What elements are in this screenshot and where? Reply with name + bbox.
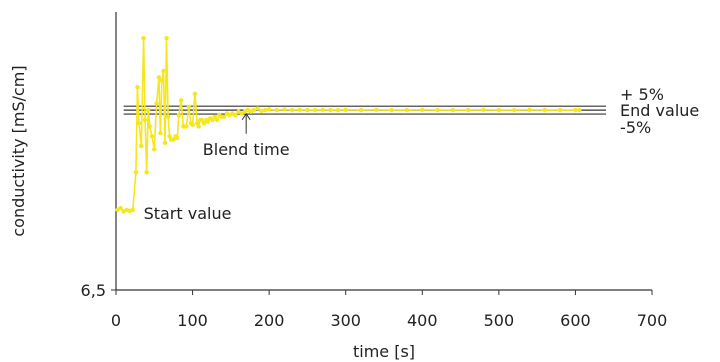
data-point <box>297 107 302 112</box>
data-point <box>210 117 215 123</box>
data-point <box>178 98 184 103</box>
data-point <box>199 117 204 123</box>
data-point <box>133 170 139 175</box>
data-point <box>557 107 563 113</box>
data-point <box>420 107 425 112</box>
data-point <box>374 107 379 112</box>
data-point <box>147 124 152 129</box>
data-point <box>167 134 172 139</box>
start-value-label: Start value <box>144 204 232 223</box>
data-point <box>343 107 348 112</box>
data-point <box>481 107 486 112</box>
data-point <box>358 107 364 113</box>
data-point <box>404 107 410 113</box>
axes: 0 100 200 300 400 500 600 700 6,5 <box>81 12 668 330</box>
data-point <box>184 124 189 129</box>
data-point <box>135 85 140 90</box>
data-point <box>154 101 159 106</box>
x-tick-label: 400 <box>407 311 438 330</box>
data-point <box>335 107 341 113</box>
y-tick-label: 6,5 <box>81 281 106 300</box>
data-point <box>201 121 207 126</box>
data-point <box>221 114 227 119</box>
x-tick-label: 300 <box>330 311 361 330</box>
data-point <box>214 117 220 123</box>
reference-line-label: + 5% <box>620 85 664 104</box>
data-point <box>145 107 151 113</box>
data-point <box>186 104 191 110</box>
data-point <box>466 107 471 113</box>
data-point <box>450 107 456 113</box>
x-axis-title: time [s] <box>353 342 415 361</box>
data-point <box>435 107 440 113</box>
y-axis-title: conductivity [mS/cm] <box>9 65 28 236</box>
data-point <box>573 107 578 113</box>
data-point <box>164 35 169 41</box>
x-tick-label: 700 <box>637 311 668 330</box>
data-point <box>282 107 287 112</box>
series-layer <box>115 35 582 214</box>
data-point <box>212 114 217 119</box>
annotations: Start value Blend time <box>144 112 290 223</box>
data-point <box>118 206 123 211</box>
reference-lines: + 5%End value-5% <box>123 85 699 137</box>
data-point <box>542 107 547 113</box>
data-point <box>158 130 163 136</box>
data-point <box>149 134 155 139</box>
data-point <box>328 107 333 113</box>
data-point <box>144 170 149 175</box>
data-point <box>289 107 295 113</box>
data-point <box>259 108 264 113</box>
x-tick-label: 600 <box>560 311 591 330</box>
data-point <box>190 122 195 128</box>
data-point <box>175 135 180 141</box>
data-point <box>159 78 165 83</box>
data-point <box>266 107 272 112</box>
data-point <box>527 107 532 112</box>
data-point <box>161 68 166 74</box>
data-point <box>136 121 142 126</box>
x-tick-label: 200 <box>254 311 285 330</box>
x-tick-label: 100 <box>177 311 208 330</box>
data-point <box>142 117 148 123</box>
data-point <box>255 106 260 111</box>
data-point <box>577 107 582 113</box>
data-point <box>196 124 201 129</box>
data-point <box>165 114 171 119</box>
data-point <box>274 107 279 113</box>
data-point <box>156 75 162 80</box>
data-point <box>152 147 157 152</box>
data-point <box>192 91 198 96</box>
blend-time-label: Blend time <box>203 140 290 159</box>
data-point <box>320 107 325 112</box>
data-point <box>305 107 310 113</box>
data-point <box>141 35 146 41</box>
data-point <box>496 107 502 113</box>
x-tick-label: 0 <box>111 311 121 330</box>
data-point <box>389 107 394 113</box>
data-point <box>194 121 200 126</box>
data-point <box>263 107 268 113</box>
reference-line-label: End value <box>620 101 699 120</box>
data-point <box>176 112 181 118</box>
data-point <box>171 137 176 142</box>
data-point <box>511 107 517 113</box>
reference-line-label: -5% <box>620 118 651 137</box>
data-point <box>312 107 318 113</box>
x-tick-label: 500 <box>484 311 515 330</box>
blend-time-arrowhead <box>241 112 251 121</box>
data-point <box>205 119 211 124</box>
data-point <box>139 143 144 149</box>
data-point <box>162 140 168 146</box>
data-point <box>233 112 238 118</box>
data-point <box>251 107 257 113</box>
data-point <box>130 207 136 213</box>
